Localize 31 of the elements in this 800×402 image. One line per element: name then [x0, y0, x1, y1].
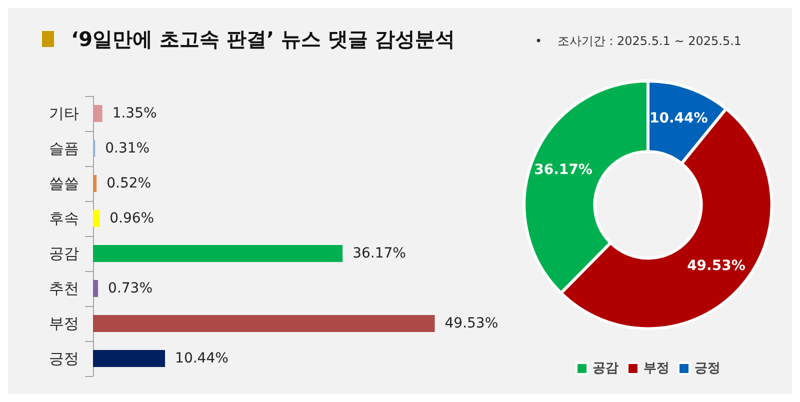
bar: [93, 245, 343, 262]
data-label: 49.53%: [444, 316, 498, 332]
y-tick-label: 슬픔: [49, 140, 79, 158]
bar: [93, 210, 100, 227]
y-tick-label: 기타: [49, 104, 79, 122]
y-tick-label: 추천: [49, 280, 79, 298]
data-label: 49.53%: [687, 258, 746, 274]
data-label: 0.31%: [105, 140, 150, 156]
data-label: 1.35%: [112, 106, 157, 122]
bar: [93, 105, 102, 122]
chart-title: ‘9일만에 초고속 판결’ 뉴스 댓글 감성분석: [71, 27, 455, 51]
bar: [93, 350, 166, 367]
y-tick-label: 공감: [49, 244, 79, 262]
legend-label: 부정: [644, 361, 670, 376]
chart-subtitle: • 조사기간 : 2025.5.1 ~ 2025.5.1: [535, 34, 742, 48]
data-label: 10.44%: [175, 350, 228, 366]
data-label: 0.73%: [108, 280, 153, 296]
data-label: 0.52%: [106, 176, 152, 192]
y-tick-label: 긍정: [49, 350, 79, 368]
bar: [93, 315, 435, 332]
data-label: 0.96%: [110, 210, 154, 226]
legend-label: 긍정: [694, 361, 720, 376]
y-tick-label: 부정: [49, 314, 79, 332]
y-tick-label: 후속: [49, 210, 79, 228]
legend-label: 공감: [592, 361, 618, 376]
data-label: 36.17%: [352, 246, 406, 262]
data-label: 36.17%: [534, 162, 592, 178]
y-tick-label: 쓸쓸: [49, 174, 79, 192]
bar: [93, 280, 98, 297]
data-label: 10.44%: [649, 110, 708, 127]
bar: [93, 175, 97, 192]
